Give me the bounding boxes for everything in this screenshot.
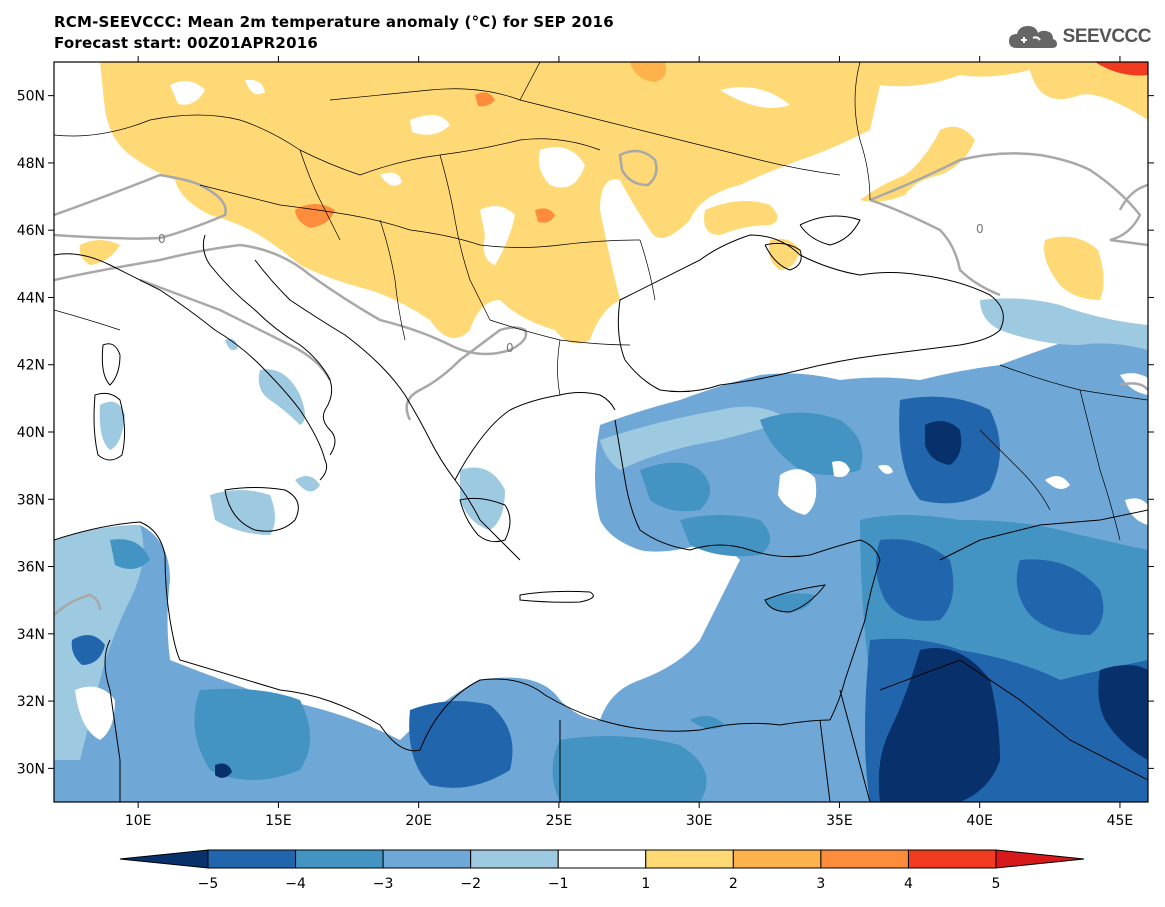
colorbar-label: −3 (373, 876, 394, 892)
lon-tick-label: 20E (405, 813, 432, 829)
lon-tick-label: 40E (966, 813, 993, 829)
lat-tick-label: 32N (17, 694, 45, 710)
colorbar-segment (645, 849, 734, 869)
country-borders (54, 62, 1148, 541)
colorbar-label: −5 (198, 876, 219, 892)
colorbar-segment (470, 849, 559, 869)
colorbar-label: 3 (816, 876, 825, 892)
map-title: RCM-SEEVCCC: Mean 2m temperature anomaly… (54, 12, 614, 54)
colorbar-extend-high (995, 849, 1085, 869)
lon-tick-label: 10E (125, 813, 152, 829)
colorbar-segment (295, 849, 384, 869)
longitude-axis: 10E 15E 20E 25E 30E 35E 40E 45E (125, 56, 1133, 829)
colorbar-label: 5 (992, 876, 1001, 892)
contour-label: 0 (158, 232, 166, 246)
colorbar-segment (732, 849, 822, 869)
coastlines (54, 215, 1148, 802)
colorbar-label: 1 (641, 876, 650, 892)
seevccc-logo: SEEVCCC (1007, 22, 1152, 52)
colorbar-extend-low (119, 849, 209, 869)
colorbar-segment (820, 849, 909, 869)
lon-tick-label: 35E (826, 813, 853, 829)
colorbar-label: −2 (460, 876, 481, 892)
lat-tick-label: 48N (17, 156, 45, 172)
title-line-2: Forecast start: 00Z01APR2016 (54, 34, 318, 52)
colorbar-label: −4 (285, 876, 306, 892)
lat-tick-label: 30N (17, 761, 45, 777)
contour-label: 0 (506, 341, 514, 355)
lon-tick-label: 45E (1107, 813, 1134, 829)
lat-tick-label: 36N (17, 560, 45, 576)
colorbar-segment (557, 849, 647, 869)
logo-text: SEEVCCC (1062, 26, 1152, 47)
lon-tick-label: 30E (686, 813, 713, 829)
map-area: 0 0 0 (54, 62, 1148, 802)
lat-tick-label: 42N (17, 358, 45, 374)
colorbar-segment (907, 849, 997, 869)
lat-tick-label: 44N (17, 290, 45, 306)
cold-anomaly-areas (54, 298, 1148, 802)
title-line-1: RCM-SEEVCCC: Mean 2m temperature anomaly… (54, 13, 614, 31)
zero-contours (54, 149, 1148, 616)
colorbar-segment (207, 849, 297, 869)
colorbar-label: 2 (729, 876, 738, 892)
colorbar: −5 −4 −3 −2 −1 1 2 3 4 5 (119, 849, 1085, 892)
lat-tick-label: 38N (17, 492, 45, 508)
lat-tick-label: 40N (17, 425, 45, 441)
latitude-axis: 50N 48N 46N 44N 42N 40N 38N 36N 34N 32N 30N (17, 89, 1154, 777)
lat-tick-label: 46N (17, 223, 45, 239)
lon-tick-label: 25E (546, 813, 573, 829)
colorbar-segment (382, 849, 472, 869)
warm-anomaly-areas (79, 62, 1148, 344)
lon-tick-label: 15E (265, 813, 292, 829)
lat-tick-label: 50N (17, 89, 45, 105)
lat-tick-label: 34N (17, 627, 45, 643)
colorbar-label: 4 (904, 876, 913, 892)
contour-label: 0 (976, 222, 984, 236)
cloud-icon (1008, 26, 1057, 48)
colorbar-label: −1 (548, 876, 569, 892)
